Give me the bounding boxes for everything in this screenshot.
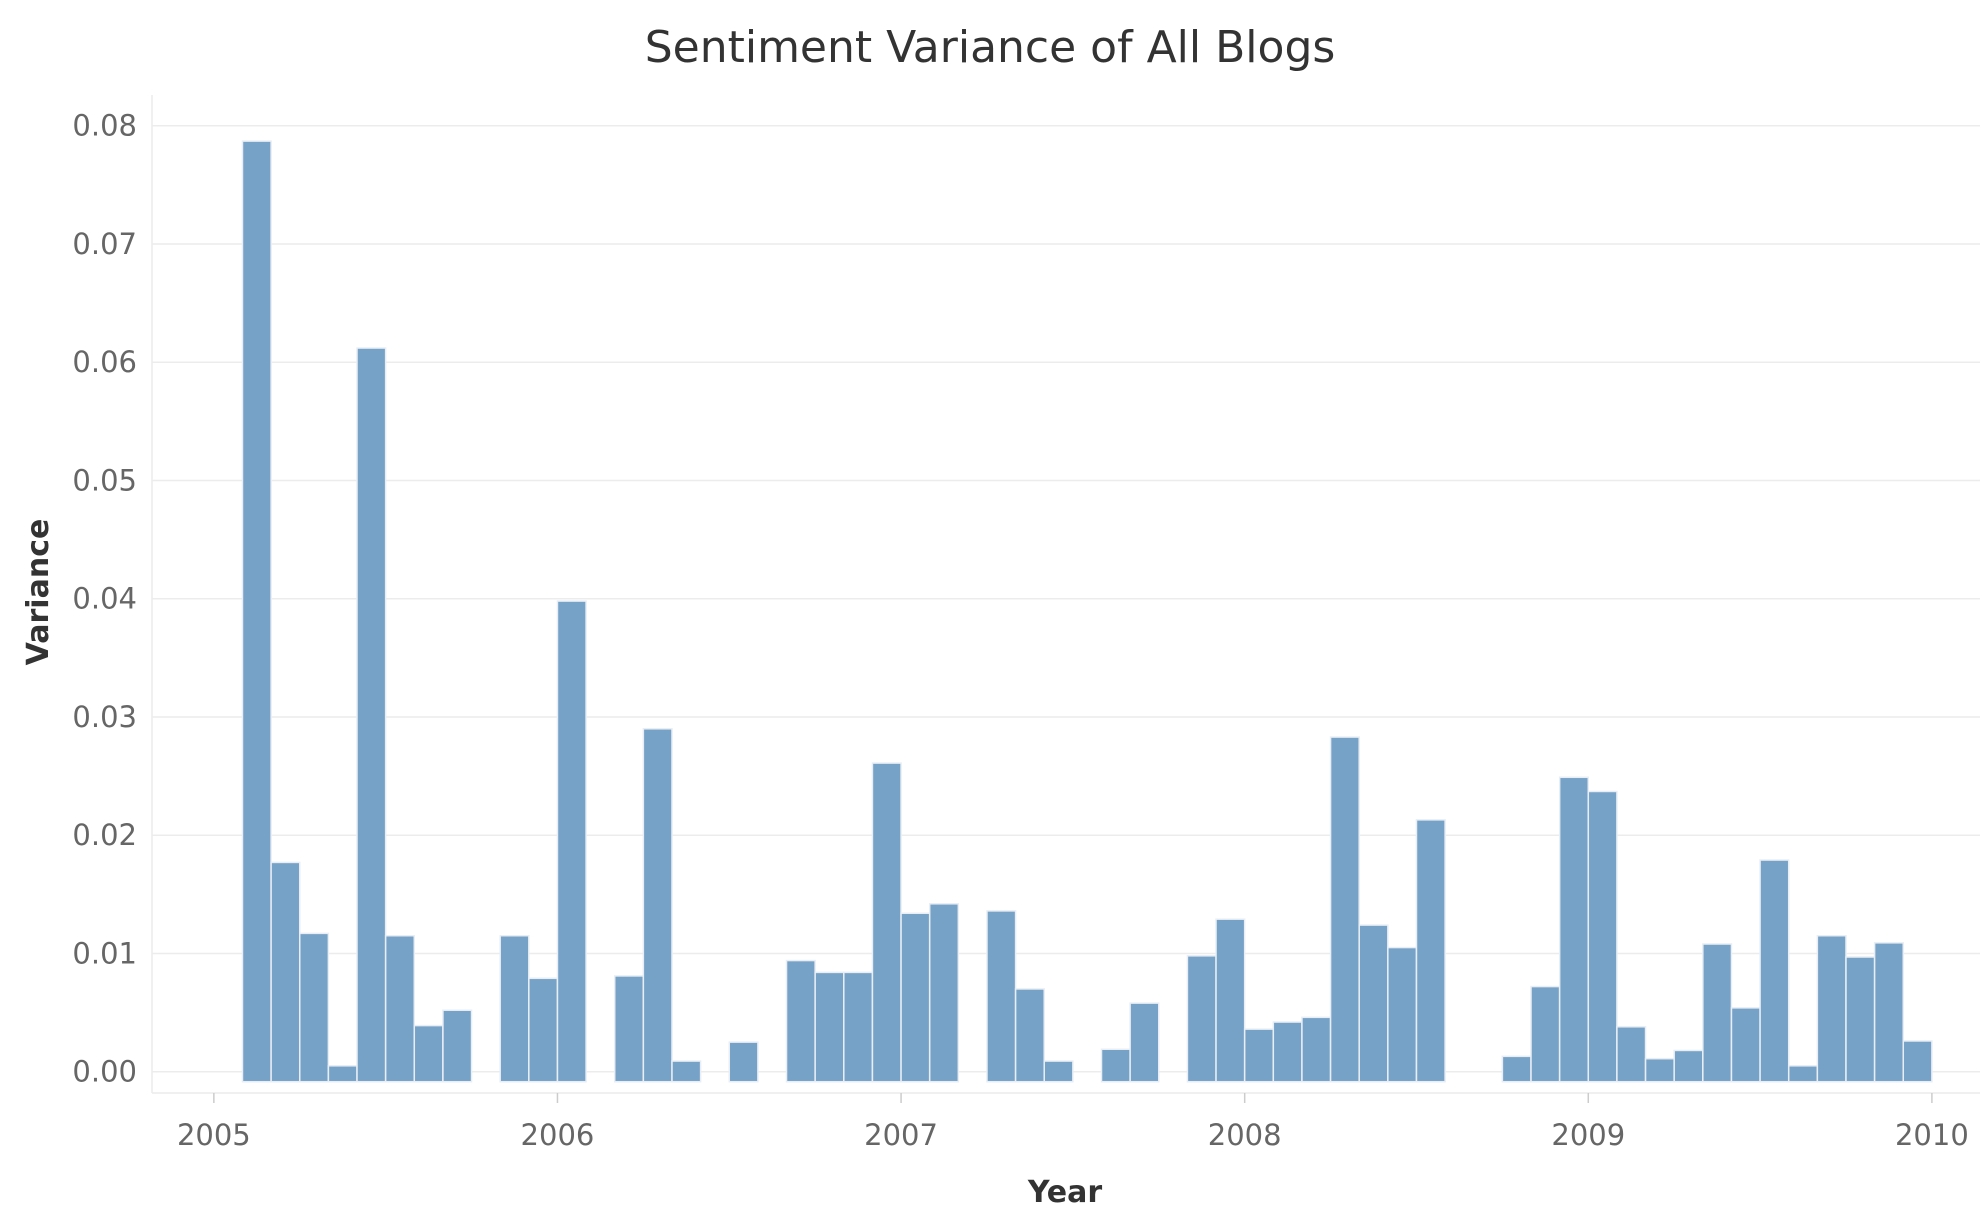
- bar: [1873, 942, 1904, 1083]
- bar: [1787, 1065, 1819, 1083]
- bar: [1129, 1002, 1160, 1083]
- bar: [327, 1065, 358, 1083]
- gridlines: [151, 95, 1980, 1094]
- bar: [1014, 988, 1045, 1083]
- bar: [1043, 1060, 1074, 1083]
- bar: [1186, 955, 1217, 1083]
- bar: [1730, 1007, 1761, 1083]
- bar: [1415, 819, 1446, 1083]
- bar: [1358, 924, 1389, 1083]
- bar: [1816, 934, 1847, 1083]
- bar: [900, 912, 931, 1083]
- x-axis-label: Year: [1027, 1175, 1103, 1210]
- bar: [241, 140, 272, 1083]
- y-axis-ticks: 0.00 0.01 0.02 0.03 0.04 0.05 0.06 0.07 0.08: [72, 109, 137, 1089]
- y-tick-label: 0.07: [72, 227, 137, 261]
- bar: [1215, 918, 1246, 1083]
- bar: [1301, 1016, 1332, 1083]
- bar: [270, 861, 301, 1083]
- y-tick-label: 0.02: [72, 818, 137, 852]
- y-tick-label: 0.03: [72, 700, 137, 734]
- bar: [613, 975, 645, 1083]
- bar: [928, 903, 960, 1083]
- y-tick-label: 0.08: [72, 109, 137, 143]
- bar: [1759, 859, 1790, 1083]
- bar: [642, 728, 673, 1083]
- bar: [843, 971, 874, 1083]
- bar: [299, 932, 330, 1083]
- y-tick-label: 0.00: [72, 1055, 137, 1089]
- bar: [1587, 790, 1618, 1083]
- y-tick-label: 0.01: [72, 936, 137, 970]
- bar: [1243, 1028, 1275, 1083]
- y-tick-label: 0.05: [72, 463, 137, 497]
- bar: [1530, 985, 1561, 1083]
- bar: [1616, 1026, 1647, 1083]
- x-tick-label: 2010: [1895, 1118, 1969, 1152]
- bar: [1329, 736, 1360, 1083]
- bar: [1387, 946, 1418, 1083]
- y-tick-label: 0.04: [72, 582, 137, 616]
- bars: [241, 140, 1933, 1083]
- bar: [871, 762, 902, 1083]
- y-axis-label: Variance: [21, 519, 56, 666]
- bar: [1501, 1055, 1532, 1083]
- bar: [528, 977, 559, 1083]
- x-axis-ticks: 2005 2006 2007 2008 2009 2010: [177, 1093, 1969, 1152]
- bar: [728, 1041, 759, 1083]
- bar: [384, 934, 416, 1083]
- chart-title: Sentiment Variance of All Blogs: [645, 22, 1336, 73]
- bar: [785, 959, 816, 1083]
- x-tick-label: 2007: [864, 1118, 938, 1152]
- bar: [1673, 1049, 1704, 1083]
- bar: [556, 600, 587, 1083]
- y-tick-label: 0.06: [72, 345, 137, 379]
- bar: [1100, 1048, 1131, 1083]
- x-tick-label: 2005: [177, 1118, 251, 1152]
- x-tick-label: 2009: [1551, 1118, 1625, 1152]
- bar: [1902, 1040, 1933, 1083]
- bar: [671, 1060, 702, 1083]
- bar: [814, 971, 845, 1083]
- bar: [1272, 1021, 1303, 1083]
- bar: [1845, 956, 1876, 1083]
- bar: [499, 934, 530, 1083]
- bar: [413, 1024, 444, 1083]
- bar: [356, 347, 387, 1083]
- bar: [442, 1009, 473, 1083]
- x-tick-label: 2006: [521, 1118, 595, 1152]
- bar: [1644, 1057, 1675, 1083]
- bar: [1558, 776, 1590, 1083]
- bar: [1702, 943, 1733, 1083]
- bar: [986, 910, 1017, 1083]
- x-tick-label: 2008: [1208, 1118, 1282, 1152]
